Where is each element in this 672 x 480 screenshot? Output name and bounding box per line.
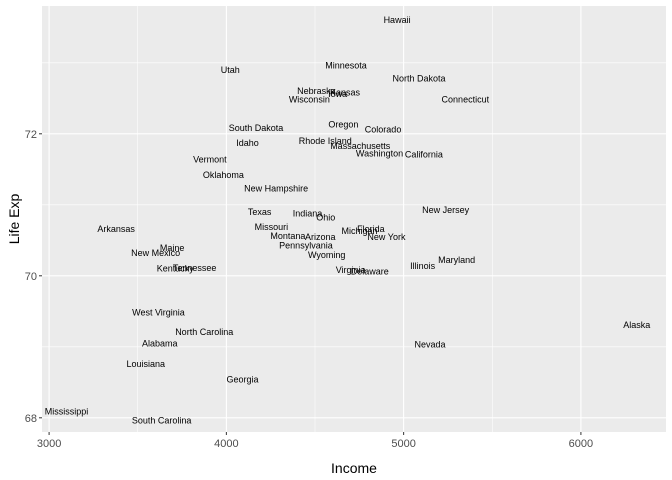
data-point-label: Maine [160,243,185,253]
state-labels: Alabama Alaska Arizona Arkansas California Co… [45,15,651,425]
data-point-label: North Carolina [175,327,233,337]
x-tick-label: 4000 [214,438,238,450]
x-tick-label: 3000 [37,438,61,450]
data-point-label: Wyoming [308,250,345,260]
y-tick-label: 72 [25,129,37,141]
data-point-label: New Mexico [131,248,180,258]
data-point-label: Massachusetts [330,141,391,151]
data-point-label: Rhode Island [299,136,352,146]
data-point-label: California [405,149,443,159]
data-point-label: Indiana [293,208,323,218]
data-point-label: Virginia [336,265,366,275]
data-point-label: South Dakota [229,123,284,133]
data-point-label: Maryland [438,255,475,265]
data-point-label: Wisconsin [289,95,330,105]
data-point-label: Montana [270,231,305,241]
data-point-label: Idaho [236,138,259,148]
data-point-label: Pennsylvania [279,240,333,250]
y-axis: 68 70 72 [25,129,42,425]
data-point-label: Iowa [328,89,347,99]
data-point-label: Delaware [351,267,389,277]
data-point-label: Kansas [330,88,361,98]
x-tick-label: 6000 [569,438,593,450]
data-point-label: Alaska [623,320,650,330]
data-point-label: Michigan [341,226,377,236]
data-point-label: South Carolina [132,416,192,426]
data-point-label: Ohio [316,213,335,223]
data-point-label: Tennessee [173,263,217,273]
data-point-label: New York [367,232,406,242]
y-tick-label: 70 [25,271,37,283]
data-point-label: Florida [357,224,385,234]
data-point-label: New Hampshire [244,183,308,193]
data-point-label: Connecticut [442,95,490,105]
data-point-label: Nevada [415,340,446,350]
data-point-label: Hawaii [384,15,411,25]
major-gridlines [42,6,666,432]
minor-gridlines [42,6,666,432]
data-point-label: Alabama [142,338,178,348]
data-point-label: Oregon [328,120,358,130]
x-axis-title: Income [331,460,377,476]
data-point-label: Colorado [365,125,402,135]
data-point-label: North Dakota [393,73,446,83]
data-point-label: Texas [248,207,272,217]
data-point-label: West Virginia [132,308,185,318]
data-point-label: Arkansas [97,224,135,234]
data-point-label: New Jersey [422,205,470,215]
data-point-label: Washington [356,149,403,159]
data-point-label: Missouri [255,222,289,232]
data-point-label: Mississippi [45,406,89,416]
plot-panel [42,6,666,432]
data-point-label: Louisiana [126,359,165,369]
x-tick-label: 5000 [391,438,415,450]
y-tick-label: 68 [25,413,37,425]
data-point-label: Oklahoma [203,170,244,180]
data-point-label: Utah [221,65,240,75]
data-point-label: Illinois [410,261,436,271]
data-point-label: Kentucky [157,264,195,274]
data-point-label: Minnesota [325,61,367,71]
data-point-label: Vermont [193,154,227,164]
data-point-label: Nebraska [297,86,336,96]
data-point-label: Arizona [305,232,336,242]
data-point-label: Georgia [226,374,258,384]
y-axis-title: Life Exp [6,193,22,244]
x-axis: 3000 4000 5000 6000 [37,432,593,450]
